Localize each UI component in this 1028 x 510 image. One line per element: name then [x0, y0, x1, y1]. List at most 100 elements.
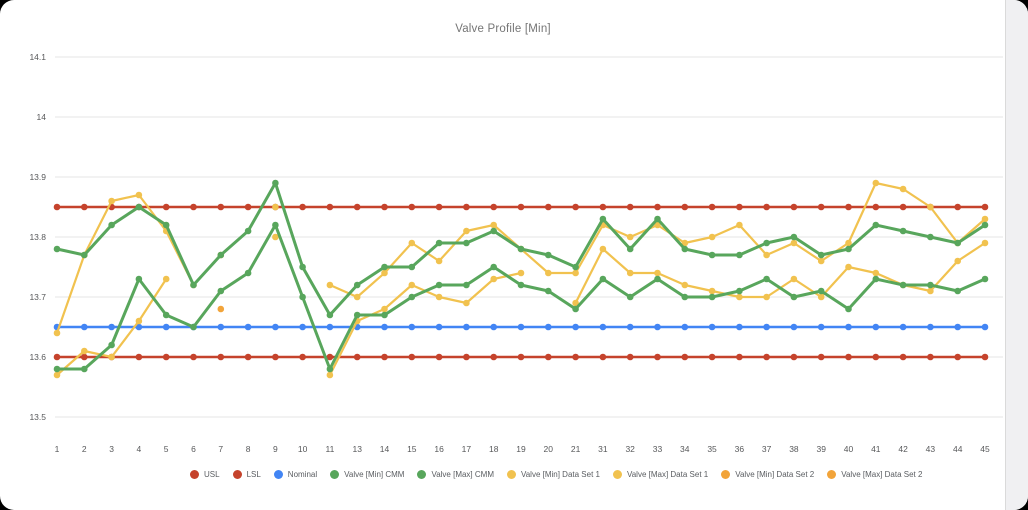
data-point-nominal: [817, 323, 825, 331]
legend-item-usl[interactable]: USL: [190, 470, 220, 479]
data-point-nominal: [626, 323, 634, 331]
data-point-valve-max-cmm: [763, 239, 770, 247]
x-tick-label: 40: [844, 444, 854, 454]
series-nominal: [53, 323, 989, 331]
data-point-valve-min-cmm: [790, 293, 798, 301]
legend-item-valve-max-data-set-1[interactable]: Valve [Max] Data Set 1: [612, 470, 709, 479]
x-tick-label: 9: [273, 444, 278, 454]
data-point-usl: [162, 203, 170, 211]
data-point-valve-min-data-set-1: [872, 269, 880, 277]
data-point-valve-max-cmm: [190, 281, 197, 289]
data-point-valve-max-data-set-1: [545, 269, 552, 277]
data-point-usl: [299, 203, 306, 211]
data-point-nominal: [599, 323, 607, 331]
legend-item-valve-max-data-set-2[interactable]: Valve [Max] Data Set 2: [827, 470, 922, 479]
data-point-usl: [353, 203, 361, 211]
x-tick-label: 2: [82, 444, 87, 454]
data-point-valve-max-data-set-1: [736, 221, 743, 229]
data-point-lsl: [763, 353, 770, 361]
data-point-nominal: [244, 323, 252, 331]
y-tick-label: 13.7: [29, 292, 46, 302]
data-point-valve-min-data-set-1: [817, 293, 825, 301]
x-tick-label: 34: [680, 444, 690, 454]
data-point-valve-min-data-set-1: [517, 269, 525, 277]
series-usl: [53, 203, 989, 211]
x-tick-label: 32: [625, 444, 635, 454]
series-valve-min-data-set-2: [217, 305, 225, 313]
data-point-lsl: [217, 353, 225, 361]
data-point-valve-min-cmm: [435, 281, 443, 289]
legend-item-lsl[interactable]: LSL: [232, 470, 261, 479]
legend-label: USL: [204, 470, 220, 479]
data-point-valve-min-cmm: [53, 365, 61, 373]
data-point-valve-max-data-set-1: [381, 269, 388, 277]
data-point-valve-max-cmm: [817, 251, 825, 259]
x-tick-label: 5: [164, 444, 169, 454]
data-point-usl: [517, 203, 525, 211]
legend-swatch-icon: [827, 470, 837, 479]
legend-item-nominal[interactable]: Nominal: [273, 470, 318, 479]
data-point-valve-max-cmm: [162, 221, 170, 229]
data-point-valve-min-cmm: [299, 293, 306, 301]
data-point-valve-min-data-set-1: [326, 371, 334, 379]
data-point-valve-max-cmm: [654, 215, 661, 223]
x-tick-label: 42: [898, 444, 908, 454]
data-point-valve-min-cmm: [463, 281, 470, 289]
data-point-valve-min-cmm: [899, 281, 907, 289]
data-point-nominal: [981, 323, 989, 331]
x-axis-tick-labels: 1 2 3 4 5 6 7 8 9 10 11 13 14 15 16 17 18 19 20 21 31 32 33 34 3…: [55, 444, 990, 454]
x-tick-label: 7: [218, 444, 223, 454]
data-point-nominal: [81, 323, 88, 331]
data-point-usl: [981, 203, 989, 211]
x-tick-label: 31: [598, 444, 608, 454]
data-point-valve-max-cmm: [572, 263, 579, 271]
x-tick-label: 45: [980, 444, 990, 454]
legend-item-valve-min-data-set-2[interactable]: Valve [Min] Data Set 2: [721, 470, 814, 479]
data-point-nominal: [463, 323, 470, 331]
data-point-lsl: [463, 353, 470, 361]
x-tick-label: 19: [516, 444, 526, 454]
data-point-valve-max-data-set-1: [572, 269, 579, 277]
x-tick-label: 16: [434, 444, 444, 454]
legend-label: Valve [Min] Data Set 1: [520, 470, 600, 479]
data-point-lsl: [272, 353, 279, 361]
x-tick-label: 36: [735, 444, 745, 454]
data-point-valve-max-cmm: [681, 245, 689, 253]
legend-label: Valve [Max] Data Set 1: [626, 470, 709, 479]
data-point-valve-min-cmm: [763, 275, 770, 283]
data-point-valve-min-data-set-1: [599, 245, 607, 253]
data-point-valve-max-data-set-1: [654, 221, 661, 229]
data-point-valve-min-data-set-1: [572, 299, 579, 307]
data-point-valve-max-cmm: [217, 251, 225, 259]
legend-swatch-icon: [232, 470, 242, 479]
data-point-valve-max-cmm: [981, 221, 989, 229]
x-tick-label: 11: [326, 444, 335, 454]
data-point-valve-max-cmm: [927, 233, 934, 241]
data-point-nominal: [381, 323, 388, 331]
data-point-usl: [463, 203, 470, 211]
data-point-valve-max-data-set-1: [53, 329, 61, 337]
data-point-lsl: [81, 353, 88, 361]
data-point-valve-min-cmm: [872, 275, 880, 283]
data-point-valve-max-data-set-1: [708, 233, 716, 241]
data-point-valve-min-cmm: [326, 365, 334, 373]
data-point-valve-max-cmm: [954, 239, 961, 247]
x-tick-label: 6: [191, 444, 196, 454]
legend-item-valve-min-cmm[interactable]: Valve [Min] CMM: [330, 470, 404, 479]
data-point-lsl: [299, 353, 306, 361]
legend-item-valve-max-cmm[interactable]: Valve [Max] CMM: [417, 470, 494, 479]
data-point-nominal: [162, 323, 170, 331]
legend-item-valve-min-data-set-1[interactable]: Valve [Min] Data Set 1: [506, 470, 600, 479]
legend-label: Nominal: [287, 470, 318, 479]
data-point-lsl: [708, 353, 716, 361]
data-point-valve-max-cmm: [326, 311, 334, 319]
data-point-valve-min-data-set-1: [954, 257, 961, 265]
data-point-nominal: [872, 323, 880, 331]
series-valve-max-cmm: [53, 179, 989, 319]
data-point-nominal: [899, 323, 907, 331]
data-point-valve-max-cmm: [272, 179, 279, 187]
data-point-valve-max-data-set-1: [927, 203, 934, 211]
data-point-nominal: [654, 323, 661, 331]
data-point-lsl: [845, 353, 852, 361]
data-point-valve-max-data-set-1: [763, 251, 770, 259]
